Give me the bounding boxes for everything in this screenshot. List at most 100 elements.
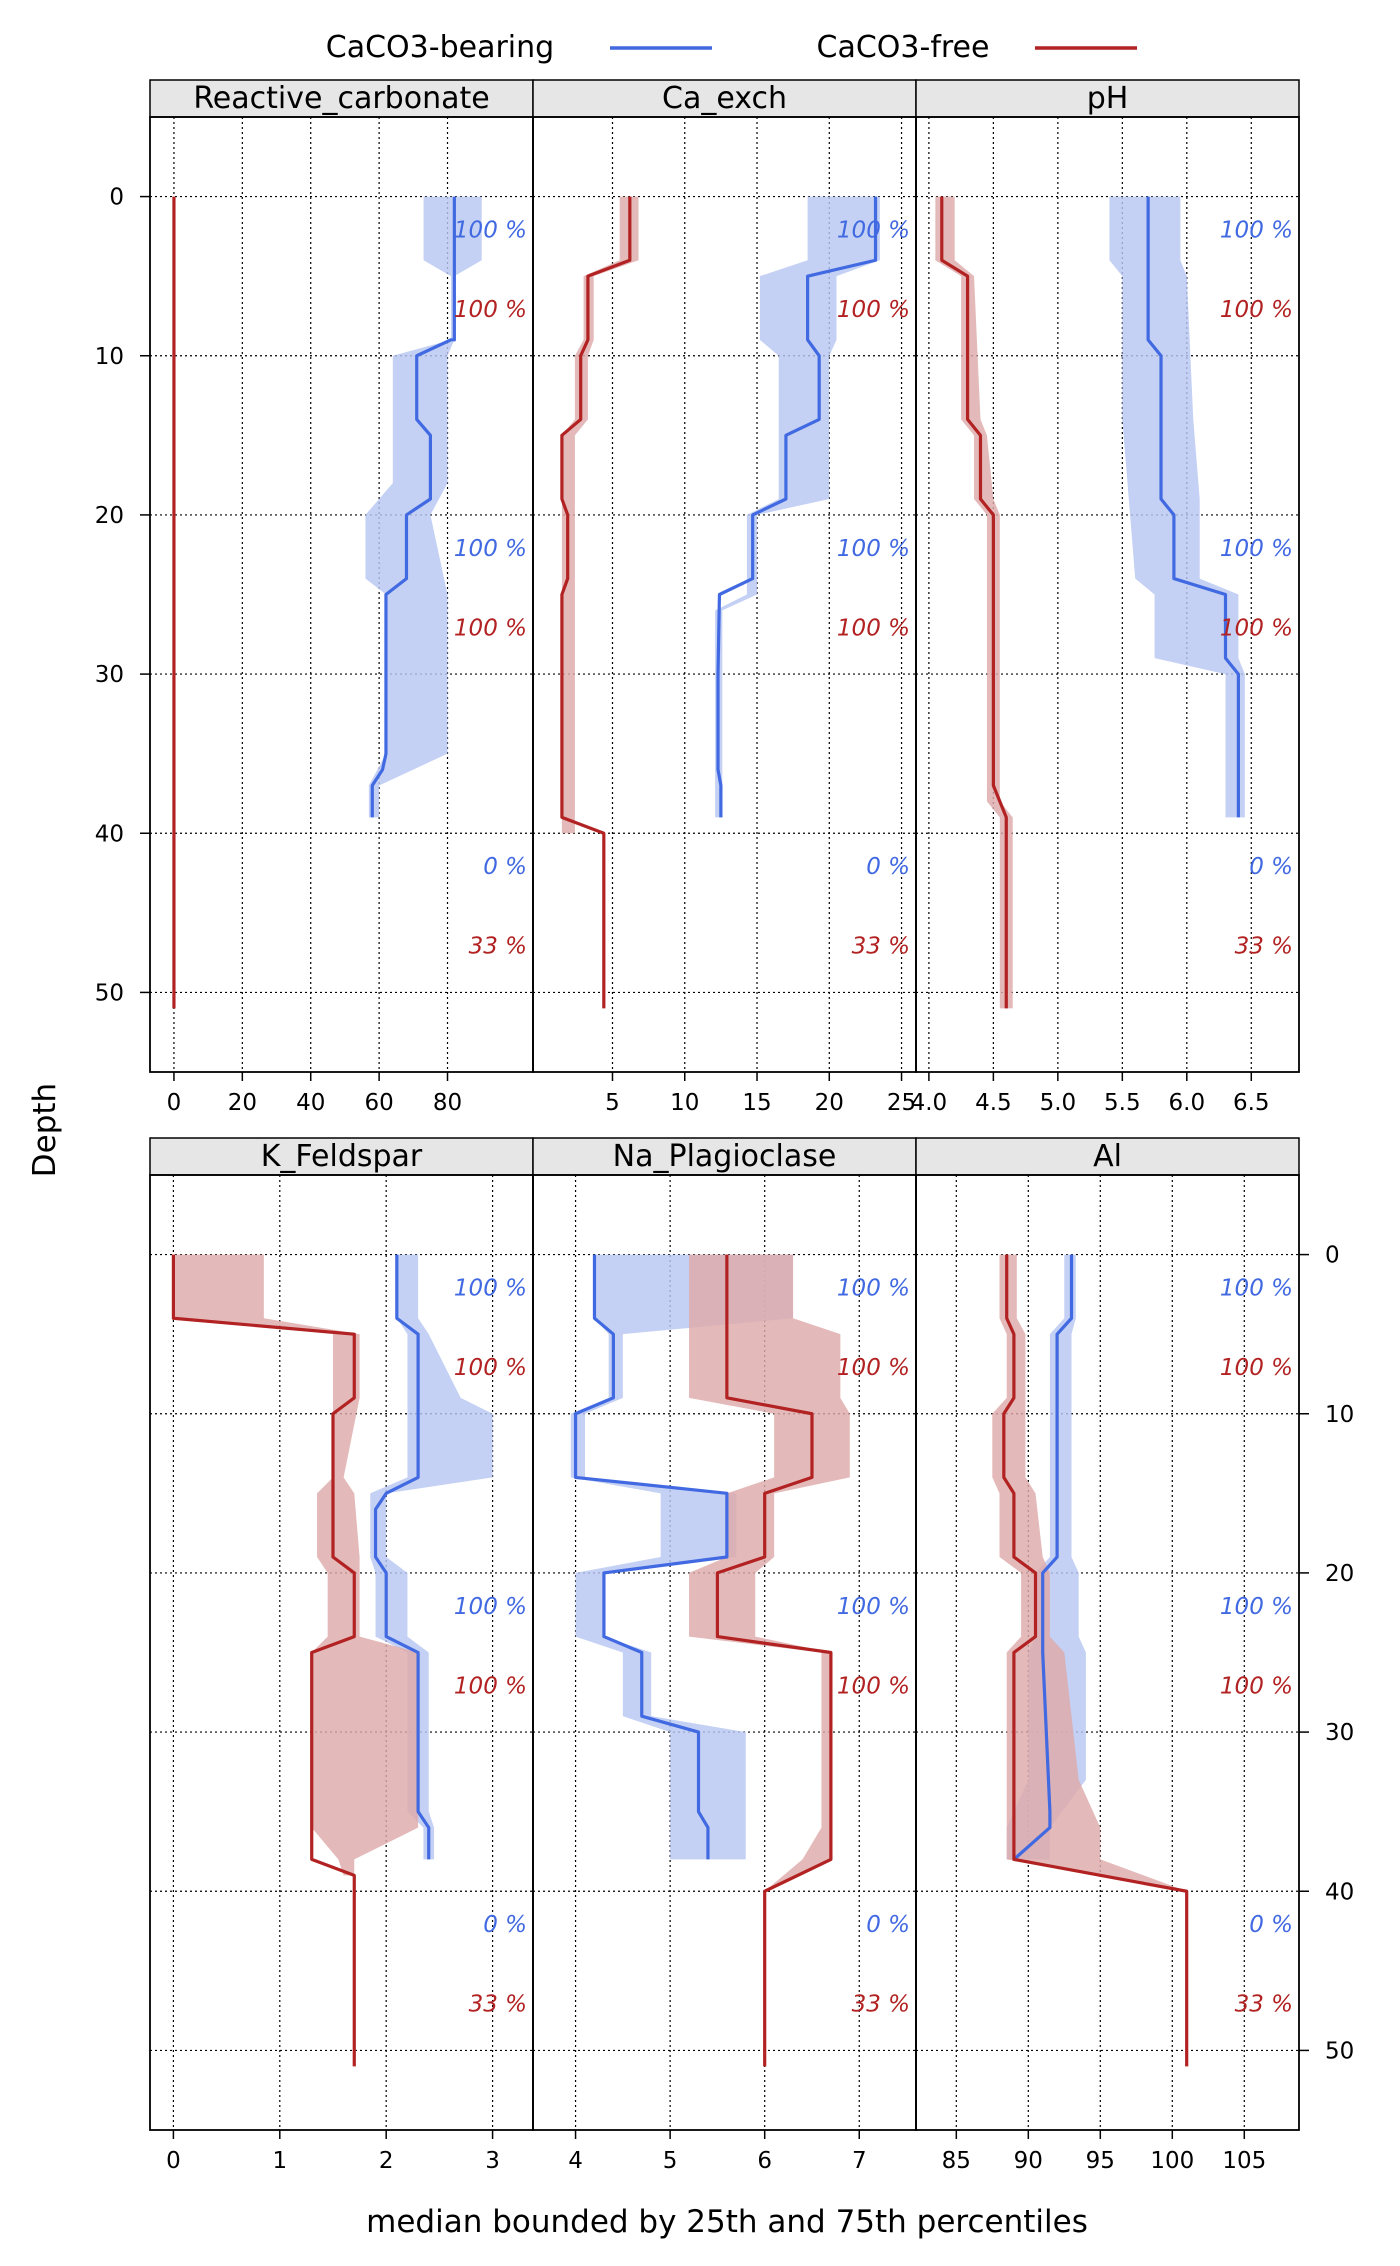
x-tick-label-0: 0 bbox=[166, 2148, 181, 2174]
panel-title-ph: pH bbox=[1087, 81, 1129, 116]
median-caco3-bearing-na-plagioclase bbox=[573, 1254, 729, 1860]
y-axis-label: Depth bbox=[27, 1083, 63, 1177]
y-tick-label-20: 20 bbox=[1325, 1561, 1354, 1587]
band-caco3-free-ca-exch bbox=[561, 196, 639, 834]
y-tick-label-10: 10 bbox=[1325, 1402, 1354, 1428]
band-caco3-free-k-feldspar bbox=[173, 1254, 419, 1876]
annotation-al-3: 100 % bbox=[1220, 1673, 1293, 1699]
annotation-al-0: 100 % bbox=[1220, 1275, 1293, 1301]
x-tick-label-15: 15 bbox=[742, 1090, 771, 1116]
annotation-al-2: 100 % bbox=[1220, 1594, 1293, 1620]
panel-ca-exch: Ca_exch 100 % 100 % 100 % 100 % 0 % 33 % 5 10 15 2… bbox=[532, 79, 917, 1116]
x-tick-label-2: 2 bbox=[379, 2148, 394, 2174]
band-caco3-free-na-plagioclase bbox=[689, 1254, 850, 2067]
annotation-ph-4: 0 % bbox=[1249, 854, 1293, 880]
y-tick-label-50: 50 bbox=[1325, 2038, 1354, 2064]
x-tick-label-100: 100 bbox=[1150, 2148, 1194, 2174]
panel-na-plagioclase: Na_Plagioclase 100 % 100 % 100 % 100 % 0 % 33 … bbox=[532, 1137, 917, 2174]
y-tick-label-50: 50 bbox=[95, 980, 124, 1006]
legend-label-bearing: CaCO3-bearing bbox=[326, 30, 554, 65]
median-caco3-free-na-plagioclase bbox=[715, 1254, 833, 2067]
y-tick-label-40: 40 bbox=[95, 821, 124, 847]
y-tick-label-30: 30 bbox=[1325, 1720, 1354, 1746]
annotation-k-feldspar-0: 100 % bbox=[454, 1275, 527, 1301]
x-tick-label-95: 95 bbox=[1086, 2148, 1115, 2174]
annotation-k-feldspar-3: 100 % bbox=[454, 1673, 527, 1699]
annotation-ca-exch-4: 0 % bbox=[866, 854, 910, 880]
strip-na-plagioclase bbox=[532, 1137, 917, 1176]
annotation-al-4: 0 % bbox=[1249, 1912, 1293, 1938]
annotation-na-plagioclase-1: 100 % bbox=[837, 1355, 910, 1381]
band-caco3-bearing-reactive-carbonate bbox=[365, 196, 482, 818]
panel-title-k-feldspar: K_Feldspar bbox=[261, 1139, 423, 1174]
panel-title-reactive-carbonate: Reactive_carbonate bbox=[193, 81, 489, 116]
annotation-ph-1: 100 % bbox=[1220, 297, 1293, 323]
x-tick-label-5: 5 bbox=[605, 1090, 620, 1116]
x-tick-label-7: 7 bbox=[852, 2148, 867, 2174]
annotation-ph-3: 100 % bbox=[1220, 615, 1293, 641]
median-caco3-bearing-al bbox=[1012, 1254, 1074, 1861]
annotation-k-feldspar-2: 100 % bbox=[454, 1594, 527, 1620]
annotation-al-5: 33 % bbox=[1235, 1992, 1293, 2018]
annotation-reactive-carbonate-4: 0 % bbox=[483, 854, 527, 880]
x-tick-label-6: 6 bbox=[757, 2148, 772, 2174]
annotation-reactive-carbonate-0: 100 % bbox=[454, 217, 527, 243]
panel-k-feldspar: K_Feldspar 100 % 100 % 100 % 100 % 0 % 33 % 0 1 2… bbox=[149, 1137, 534, 2174]
median-caco3-bearing-ph bbox=[1146, 196, 1240, 818]
panel-frame-ph bbox=[915, 116, 1300, 1073]
band-caco3-bearing-ph bbox=[1109, 196, 1245, 818]
annotation-reactive-carbonate-2: 100 % bbox=[454, 536, 527, 562]
median-caco3-bearing-ca-exch bbox=[716, 196, 878, 818]
x-tick-label-4-5: 4.5 bbox=[975, 1090, 1012, 1116]
x-tick-label-4: 4.0 bbox=[911, 1090, 948, 1116]
annotation-na-plagioclase-4: 0 % bbox=[866, 1912, 910, 1938]
x-tick-label-6: 6.0 bbox=[1169, 1090, 1206, 1116]
x-tick-label-10: 10 bbox=[670, 1090, 699, 1116]
x-tick-label-105: 105 bbox=[1222, 2148, 1266, 2174]
median-caco3-free-k-feldspar bbox=[171, 1254, 356, 2067]
x-axis-label: median bounded by 25th and 75th percenti… bbox=[366, 2204, 1088, 2240]
median-caco3-free-ca-exch bbox=[560, 196, 632, 1009]
panel-title-ca-exch: Ca_exch bbox=[662, 81, 787, 116]
strip-reactive-carbonate bbox=[149, 79, 534, 118]
x-tick-label-1: 1 bbox=[272, 2148, 287, 2174]
strip-ph bbox=[915, 79, 1300, 118]
x-tick-label-0: 0 bbox=[167, 1090, 182, 1116]
x-tick-label-90: 90 bbox=[1014, 2148, 1043, 2174]
panel-ph: pH 100 % 100 % 100 % 100 % 0 % 33 % 4.0 4.5 5.0 5.… bbox=[911, 79, 1300, 1116]
panel-title-al: Al bbox=[1093, 1139, 1122, 1174]
x-tick-label-80: 80 bbox=[433, 1090, 462, 1116]
annotation-ca-exch-5: 33 % bbox=[852, 934, 910, 960]
band-caco3-free-al bbox=[992, 1254, 1187, 2067]
x-tick-label-5-5: 5.5 bbox=[1104, 1090, 1141, 1116]
x-tick-label-4: 4 bbox=[568, 2148, 583, 2174]
y-tick-label-10: 10 bbox=[95, 344, 124, 370]
x-tick-label-85: 85 bbox=[942, 2148, 971, 2174]
x-tick-label-3: 3 bbox=[485, 2148, 500, 2174]
x-tick-label-40: 40 bbox=[296, 1090, 325, 1116]
annotation-k-feldspar-1: 100 % bbox=[454, 1355, 527, 1381]
annotation-k-feldspar-5: 33 % bbox=[469, 1992, 527, 2018]
x-tick-label-60: 60 bbox=[364, 1090, 393, 1116]
x-tick-label-5: 5.0 bbox=[1040, 1090, 1077, 1116]
annotation-na-plagioclase-0: 100 % bbox=[837, 1275, 910, 1301]
strip-ca-exch bbox=[532, 79, 917, 118]
median-caco3-free-al bbox=[1002, 1254, 1189, 2067]
annotation-ca-exch-0: 100 % bbox=[837, 217, 910, 243]
annotation-reactive-carbonate-5: 33 % bbox=[469, 934, 527, 960]
x-tick-label-5: 5 bbox=[663, 2148, 678, 2174]
legend-label-free: CaCO3-free bbox=[817, 30, 990, 65]
annotation-na-plagioclase-3: 100 % bbox=[837, 1673, 910, 1699]
band-caco3-bearing-k-feldspar bbox=[370, 1254, 493, 1860]
y-tick-label-40: 40 bbox=[1325, 1879, 1354, 1905]
annotation-ph-0: 100 % bbox=[1220, 217, 1293, 243]
panel-title-na-plagioclase: Na_Plagioclase bbox=[613, 1139, 837, 1174]
y-tick-label-0: 0 bbox=[1325, 1243, 1340, 1269]
annotation-reactive-carbonate-1: 100 % bbox=[454, 297, 527, 323]
panel-frame-al bbox=[915, 1174, 1300, 2131]
annotation-al-1: 100 % bbox=[1220, 1355, 1293, 1381]
legend: CaCO3-bearing CaCO3-free bbox=[326, 30, 1137, 65]
annotation-ca-exch-3: 100 % bbox=[837, 615, 910, 641]
